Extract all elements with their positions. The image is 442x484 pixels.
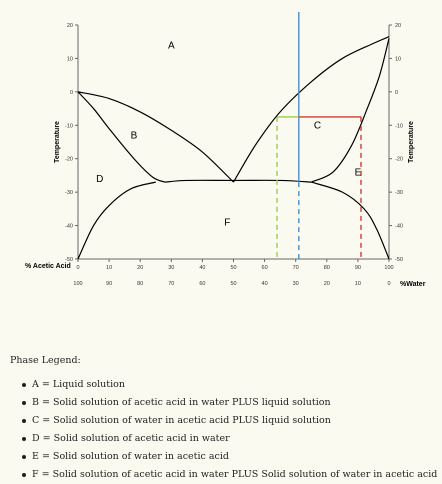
x-tick-label-acetic: 80 [324, 265, 330, 271]
phase-legend: Phase Legend: A = Liquid solution B = So… [10, 352, 437, 484]
x-tick-label-acetic: 10 [106, 265, 112, 271]
x-tick-label-water: 20 [324, 281, 330, 287]
phase-boundary-curve-1 [77, 91, 234, 183]
x-tick-label-acetic: 0 [76, 265, 79, 271]
tie-lines [276, 12, 362, 259]
left-tick-label: 0 [70, 90, 73, 96]
right-tick-label: 0 [395, 90, 398, 96]
x-tick-label-water: 90 [106, 281, 112, 287]
x-tick-label-water: 60 [199, 281, 205, 287]
left-tick-label: -50 [65, 257, 73, 263]
legend-title: Phase Legend: [10, 355, 81, 366]
x-tick-label-acetic: 40 [199, 265, 205, 271]
left-tick-label: -40 [65, 224, 73, 230]
bottom-x-axis-label: %Water [400, 281, 426, 288]
phase-boundary-curve-6 [77, 181, 156, 260]
left-axis-label: Temperature [54, 121, 61, 163]
x-tick-label-acetic: 20 [137, 265, 143, 271]
x-tick-label-water: 10 [355, 281, 361, 287]
right-tick-label: -40 [395, 224, 403, 230]
x-tick-label-water: 50 [230, 281, 236, 287]
left-tick-label: -30 [65, 190, 73, 196]
region-label-f: F [224, 218, 230, 229]
right-tick-label: -10 [395, 123, 403, 129]
legend-item-c: C = Solid solution of water in acetic ac… [22, 412, 435, 430]
x-tick-label-acetic: 60 [262, 265, 268, 271]
phase-boundary-curve-3 [77, 91, 166, 183]
x-tick-label-acetic: 90 [355, 265, 361, 271]
x-tick-label-acetic: 30 [168, 265, 174, 271]
x-tick-label-acetic: 100 [384, 265, 393, 271]
legend-item-d: D = Solid solution of acetic acid in wat… [22, 430, 435, 448]
right-tick-label: -20 [395, 157, 403, 163]
phase-boundary-curve-2 [232, 36, 390, 183]
left-tick-label: 20 [67, 23, 73, 29]
curves [77, 36, 390, 260]
right-tick-label: 10 [395, 56, 401, 62]
left-tick-label: -20 [65, 157, 73, 163]
x-tick-label-water: 0 [387, 281, 390, 287]
x-tick-label-acetic: 70 [293, 265, 299, 271]
region-labels: A B C D E F [96, 40, 361, 228]
region-label-e: E [355, 167, 362, 178]
left-tick-label: 10 [67, 56, 73, 62]
left-tick-label: -10 [65, 123, 73, 129]
x-tick-label-water: 40 [262, 281, 268, 287]
region-label-d: D [96, 174, 103, 185]
top-x-axis-label: % Acetic Acid [25, 263, 71, 270]
x-tick-label-water: 80 [137, 281, 143, 287]
x-tick-label-acetic: 50 [230, 265, 236, 271]
phase-boundary-curve-4 [165, 179, 312, 183]
region-label-a: A [168, 40, 175, 51]
legend-item-a: A = Liquid solution [22, 376, 435, 394]
region-label-c: C [314, 121, 321, 132]
phase-boundary-curve-5 [310, 38, 390, 183]
x-tick-label-water: 70 [168, 281, 174, 287]
x-tick-label-water: 100 [73, 281, 82, 287]
phase-boundary-curve-7 [311, 181, 390, 260]
legend-item-f: F = Solid solution of acetic acid in wat… [22, 466, 437, 484]
right-tick-label: -30 [395, 190, 403, 196]
right-tick-label: -50 [395, 257, 403, 263]
x-tick-label-water: 30 [293, 281, 299, 287]
legend-item-e: E = Solid solution of water in acetic ac… [22, 448, 435, 466]
legend-list: A = Liquid solution B = Solid solution o… [10, 376, 437, 484]
legend-item-b: B = Solid solution of acetic acid in wat… [22, 394, 435, 412]
right-tick-label: 20 [395, 23, 401, 29]
right-axis-label: Temperature [408, 121, 415, 163]
region-label-b: B [131, 131, 138, 142]
